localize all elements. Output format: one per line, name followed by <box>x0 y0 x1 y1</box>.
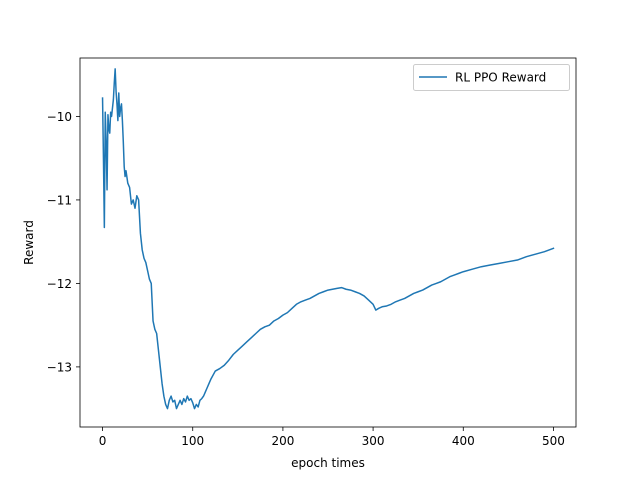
y-axis: −10 −11 −12 −13 <box>47 110 80 374</box>
series-layer <box>101 68 555 410</box>
y-tick-label: −11 <box>47 193 72 207</box>
legend: RL PPO Reward <box>413 64 570 91</box>
plot-frame <box>79 57 577 428</box>
y-axis-label: Reward <box>22 220 36 265</box>
x-tick-label: 200 <box>271 434 294 448</box>
x-tick-label: 100 <box>181 434 204 448</box>
legend-entry-label: RL PPO Reward <box>455 71 546 85</box>
y-tick-label: −10 <box>47 110 72 124</box>
x-tick-label: 0 <box>99 434 107 448</box>
series-line-0 <box>101 68 555 410</box>
plot-area <box>80 58 576 427</box>
x-tick-label: 300 <box>362 434 385 448</box>
x-axis-label: epoch times <box>291 456 365 470</box>
x-axis: 0 100 200 300 400 500 <box>99 427 565 448</box>
x-tick-label: 500 <box>542 434 565 448</box>
x-tick-label: 400 <box>452 434 475 448</box>
legend-frame <box>413 64 570 91</box>
y-tick-label: −13 <box>47 360 72 374</box>
y-tick-label: −12 <box>47 277 72 291</box>
